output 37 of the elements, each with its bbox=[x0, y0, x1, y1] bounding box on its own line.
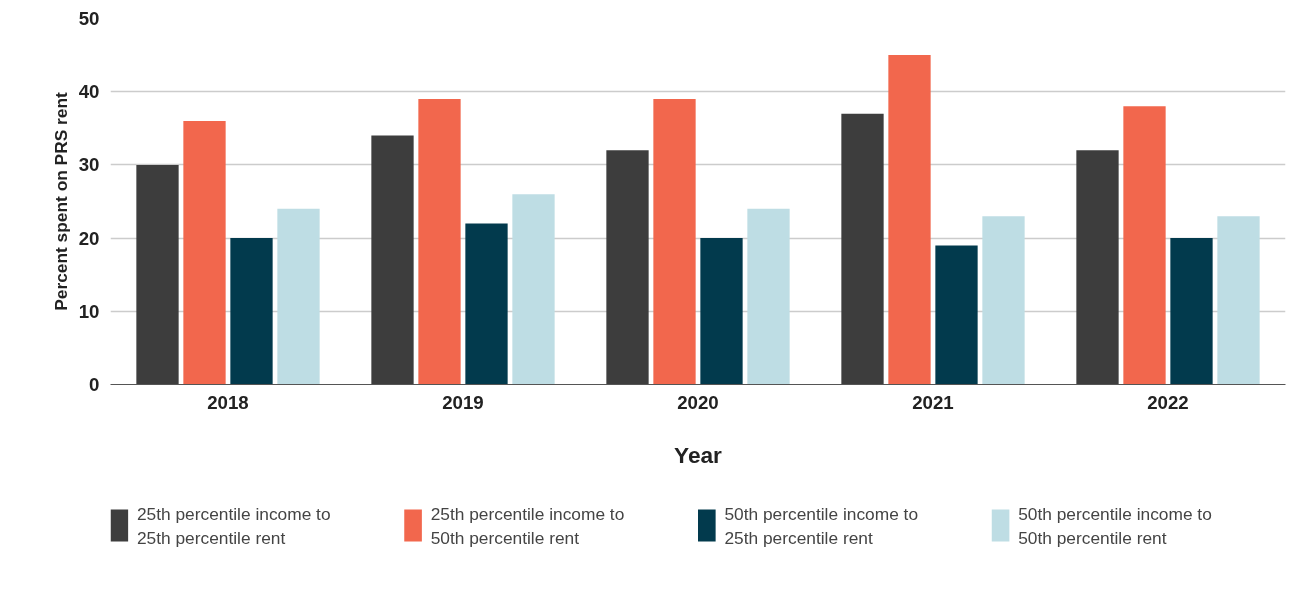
x-tick-label: 2018 bbox=[207, 391, 249, 413]
x-tick-label: 2019 bbox=[442, 391, 484, 413]
y-tick-label: 10 bbox=[78, 300, 100, 322]
bar bbox=[1123, 106, 1166, 385]
y-axis-title: Percent spent on PRS rent bbox=[50, 91, 71, 311]
y-tick-label: 50 bbox=[78, 8, 100, 29]
y-tick-label: 40 bbox=[78, 81, 100, 103]
x-tick-label: 2020 bbox=[677, 391, 719, 413]
y-tick-label: 20 bbox=[78, 227, 100, 249]
x-axis-title: Year bbox=[674, 441, 723, 468]
bar bbox=[371, 135, 414, 385]
bar bbox=[183, 120, 226, 385]
bar bbox=[512, 194, 555, 385]
bar bbox=[935, 245, 978, 385]
bar bbox=[841, 113, 884, 385]
legend-label: 25th percentile income to 25th percentile rent bbox=[136, 503, 331, 548]
bar bbox=[888, 55, 931, 385]
bar bbox=[136, 164, 179, 385]
bar bbox=[230, 238, 273, 385]
bar bbox=[465, 223, 508, 385]
legend-label: 50th percentile income to 50th percentile rent bbox=[1018, 503, 1212, 548]
bar bbox=[1217, 216, 1260, 385]
x-tick-label: 2022 bbox=[1147, 391, 1189, 413]
bar bbox=[277, 208, 320, 385]
bar bbox=[747, 208, 790, 385]
bar bbox=[1076, 150, 1119, 385]
bar bbox=[700, 238, 743, 385]
y-tick-label: 30 bbox=[78, 154, 100, 176]
bar bbox=[1170, 238, 1213, 385]
bar bbox=[653, 99, 696, 385]
y-tick-label: 0 bbox=[89, 374, 100, 395]
bar bbox=[606, 150, 649, 385]
legend-label: 50th percentile income to 25th percentile rent bbox=[724, 503, 919, 548]
x-tick-label: 2021 bbox=[912, 391, 954, 413]
legend-label: 25th percentile income to 50th percentile rent bbox=[430, 503, 625, 548]
bar bbox=[982, 216, 1025, 385]
bar bbox=[418, 99, 461, 385]
